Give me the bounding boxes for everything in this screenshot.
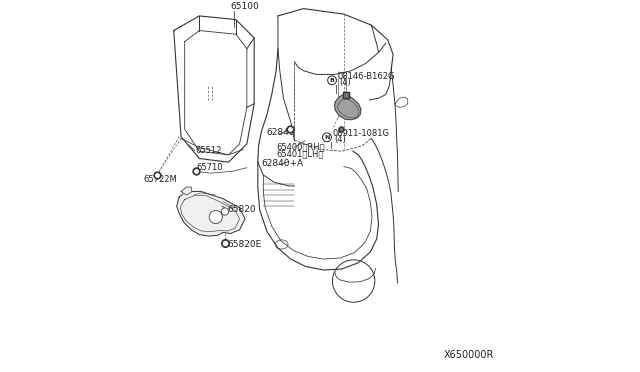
Text: 65400〈RH〉: 65400〈RH〉	[276, 142, 324, 151]
Text: 65820E: 65820E	[227, 240, 261, 249]
Text: (4): (4)	[340, 78, 351, 87]
Text: 65722M: 65722M	[144, 174, 177, 183]
Polygon shape	[181, 187, 191, 195]
Text: 65401〈LH〉: 65401〈LH〉	[276, 150, 323, 159]
Text: 65100: 65100	[230, 2, 259, 11]
Text: X650000R: X650000R	[444, 350, 493, 360]
Polygon shape	[335, 94, 361, 120]
Circle shape	[221, 208, 228, 215]
Text: 08911-1081G: 08911-1081G	[332, 129, 389, 138]
Text: B: B	[330, 78, 335, 83]
Text: 65512: 65512	[195, 146, 221, 155]
Text: 62840: 62840	[266, 128, 294, 138]
Text: 62840+A: 62840+A	[262, 159, 303, 168]
Text: 08146-B162G: 08146-B162G	[337, 72, 395, 81]
Text: (4): (4)	[335, 135, 346, 144]
Text: 65820: 65820	[228, 205, 257, 214]
Polygon shape	[177, 192, 245, 236]
Text: 65710: 65710	[196, 163, 223, 172]
Text: N: N	[324, 135, 330, 140]
Circle shape	[209, 211, 222, 224]
